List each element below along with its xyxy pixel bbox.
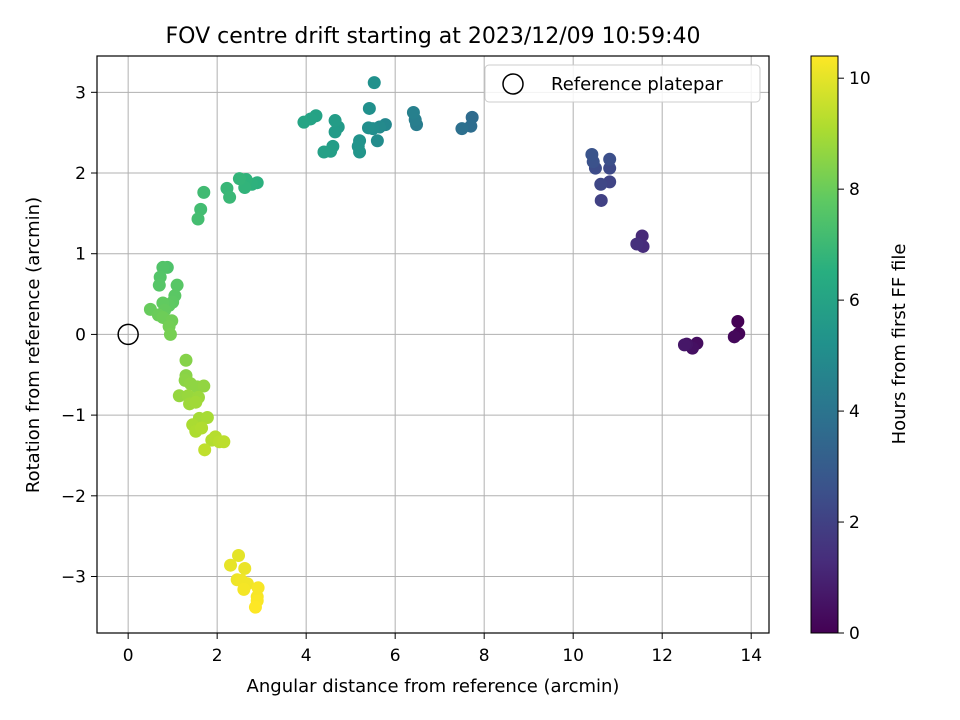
reference-platepar-marker <box>117 323 139 346</box>
data-point <box>200 411 214 425</box>
x-tick-label: 4 <box>301 646 312 666</box>
x-tick-label: 2 <box>212 646 223 666</box>
chart-title: FOV centre drift starting at 2023/12/09 … <box>166 24 701 49</box>
data-point <box>361 121 375 135</box>
data-point <box>328 125 342 139</box>
data-point <box>179 353 193 367</box>
y-axis-label: Rotation from reference (arcmin) <box>23 197 44 493</box>
colorbar-gradient <box>810 55 839 634</box>
y-tick-label: 1 <box>75 245 86 265</box>
data-point <box>163 327 177 341</box>
x-tick-label: 14 <box>740 646 762 666</box>
legend-box <box>484 64 761 103</box>
colorbar-tick-label: 8 <box>849 180 860 200</box>
grid-lines <box>97 56 769 633</box>
y-tick-label: 3 <box>75 83 86 103</box>
x-tick-label: 12 <box>651 646 673 666</box>
data-point <box>172 389 186 403</box>
data-point <box>594 177 608 191</box>
data-point <box>406 105 420 119</box>
x-tick-label: 8 <box>479 646 490 666</box>
data-point <box>677 338 691 352</box>
data-point <box>191 212 205 226</box>
colorbar-tick-label: 2 <box>849 513 860 533</box>
x-axis-ticks: 0 2 4 6 8 10 12 14 <box>123 633 762 666</box>
colorbar-ticks: 0 2 4 6 8 10 <box>838 69 871 644</box>
data-point <box>195 421 209 435</box>
data-point <box>248 600 262 614</box>
y-tick-label: 0 <box>75 325 86 345</box>
colorbar-tick-label: 0 <box>849 624 860 644</box>
plot-frame <box>96 55 770 634</box>
legend-entry-reference: Reference platepar <box>551 74 723 95</box>
data-point <box>727 330 741 344</box>
x-tick-label: 0 <box>123 646 134 666</box>
data-point <box>224 558 238 572</box>
data-point <box>585 147 599 161</box>
data-point <box>731 315 745 329</box>
data-point <box>594 193 608 207</box>
x-tick-label: 6 <box>390 646 401 666</box>
data-point <box>197 379 211 393</box>
data-point <box>353 145 367 159</box>
data-point <box>198 443 212 457</box>
colorbar-tick-label: 10 <box>849 69 871 89</box>
legend: Reference platepar <box>484 64 761 103</box>
colorbar-tick-label: 4 <box>849 402 860 422</box>
colorbar-label: Hours from first FF file <box>889 244 910 445</box>
y-tick-label: −3 <box>61 568 86 588</box>
colorbar: 0 2 4 6 8 10 Hours from first FF file <box>810 55 910 644</box>
data-point <box>232 549 246 563</box>
data-point <box>328 114 342 128</box>
data-point <box>317 145 331 159</box>
data-point <box>603 152 617 166</box>
data-point <box>370 134 384 148</box>
data-point <box>152 278 166 292</box>
data-point <box>223 190 237 204</box>
data-point <box>197 185 211 199</box>
data-point <box>170 278 184 292</box>
data-point <box>630 237 644 251</box>
data-point <box>238 561 252 575</box>
data-point <box>237 582 251 596</box>
data-point <box>297 115 311 129</box>
x-axis-label: Angular distance from reference (arcmin) <box>247 676 620 697</box>
data-point <box>362 101 376 115</box>
y-tick-label: −1 <box>61 406 86 426</box>
x-tick-label: 10 <box>562 646 584 666</box>
legend-marker-icon <box>502 73 524 95</box>
y-tick-label: −2 <box>61 487 86 507</box>
y-tick-label: 2 <box>75 164 86 184</box>
data-points <box>143 76 746 614</box>
colorbar-tick-label: 6 <box>849 291 860 311</box>
data-point <box>189 395 203 409</box>
data-point <box>367 76 381 90</box>
data-point <box>455 122 469 136</box>
data-point <box>232 172 246 186</box>
data-point <box>217 435 231 449</box>
y-axis-ticks: −3 −2 −1 0 1 2 3 <box>61 83 97 588</box>
